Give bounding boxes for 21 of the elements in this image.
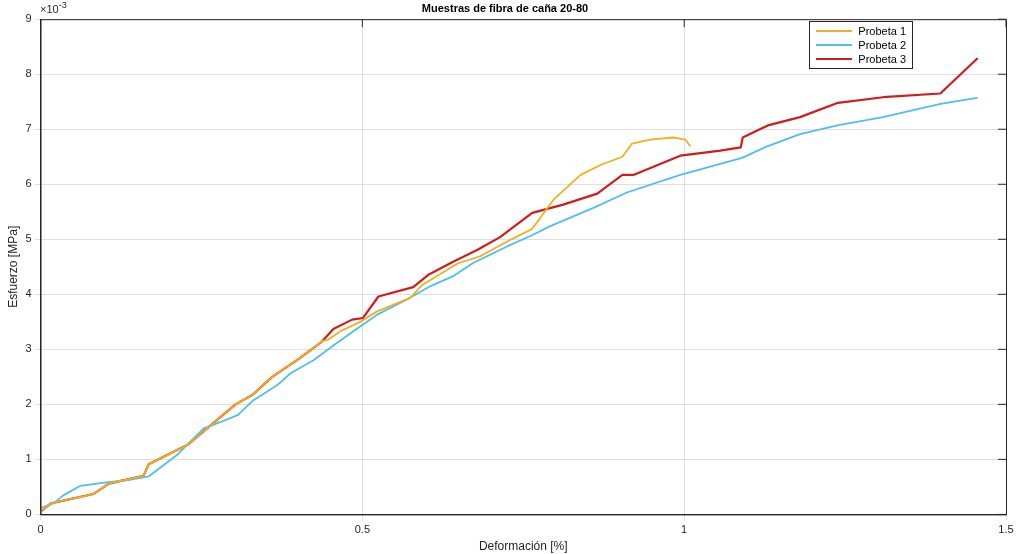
chart-title: Muestras de fibra de caña 20-80 [421, 1, 589, 14]
y-tick-label: 7 [25, 122, 32, 135]
y-tick-label: 2 [25, 397, 32, 410]
x-tick-label: 1.5 [998, 523, 1014, 536]
legend-label: Probeta 1 [858, 25, 906, 38]
y-tick-label: 0 [25, 507, 32, 520]
y-tick-label: 6 [25, 177, 32, 190]
text: ×10$^{-3}$ [40, 0, 67, 15]
y-tick-label: 5 [25, 232, 32, 245]
legend-label: Probeta 2 [858, 39, 906, 52]
legend-label: Probeta 3 [858, 53, 906, 66]
y-axis-title: Esfuerzo [MPa] [5, 225, 20, 308]
y-tick-label: 4 [25, 287, 32, 300]
y-tick-label: 1 [25, 452, 32, 465]
x-tick-label: 1 [681, 523, 688, 536]
y-tick-label: 9 [25, 12, 32, 25]
x-tick-label: 0.5 [354, 523, 370, 536]
x-axis-title: Deformación [%] [478, 539, 568, 554]
y-tick-label: 3 [25, 342, 32, 355]
x-tick-label: 0 [37, 523, 44, 536]
y-tick-label: 8 [25, 67, 32, 80]
